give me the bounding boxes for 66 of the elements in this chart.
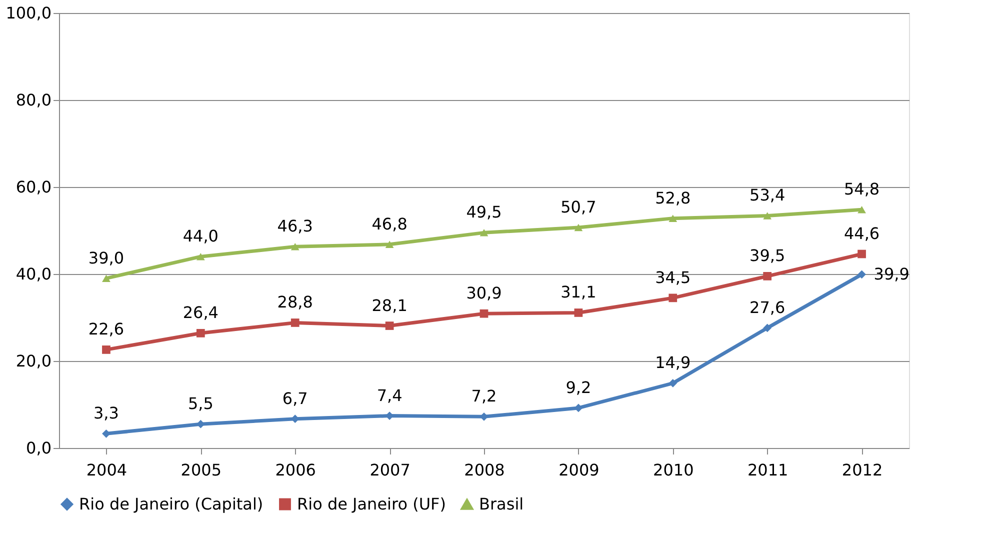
data-label: 30,9 (466, 284, 502, 303)
x-tick-label: 2004 (86, 460, 128, 480)
legend-label: Rio de Janeiro (Capital) (79, 494, 264, 514)
point (290, 242, 300, 250)
point (574, 224, 583, 232)
y-tick-label: 100,0 (6, 4, 52, 22)
data-label: 46,8 (372, 214, 408, 234)
x-tick-label: 2007 (370, 460, 410, 480)
x-tick-label: 2006 (275, 460, 316, 480)
data-label: 27,6 (750, 298, 786, 317)
data-label: 28,1 (372, 296, 408, 315)
point (668, 294, 678, 302)
data-label: 53,4 (750, 186, 786, 205)
point (196, 252, 205, 260)
data-label: 6,7 (282, 388, 308, 408)
data-label: 28,8 (277, 292, 313, 312)
point (668, 214, 678, 222)
point (858, 250, 866, 258)
legend-label: Brasil (479, 494, 524, 514)
point (102, 346, 110, 354)
data-label: 9,2 (566, 378, 592, 397)
y-tick-label: 20,0 (16, 352, 52, 370)
point (385, 322, 394, 330)
x-tick-label: 2010 (653, 460, 694, 480)
data-label: 7,4 (376, 386, 402, 405)
data-label: 49,5 (466, 202, 502, 222)
y-tick-label: 60,0 (16, 178, 52, 196)
data-label: 14,9 (655, 353, 691, 372)
x-tick-label: 2011 (747, 460, 788, 480)
data-label: 7,2 (471, 386, 497, 406)
point (196, 328, 205, 338)
point (385, 240, 394, 248)
x-tick-label: 2008 (464, 460, 505, 480)
y-tick-label: 80,0 (16, 90, 52, 110)
y-tick-label: 40,0 (16, 264, 52, 284)
data-label: 39,0 (88, 248, 124, 268)
point (763, 212, 772, 220)
point (858, 206, 866, 214)
point (858, 270, 866, 279)
data-label: 39,9 (874, 264, 910, 284)
data-label: 46,3 (277, 216, 313, 236)
point (480, 229, 488, 236)
data-label: 34,5 (655, 268, 691, 287)
point (574, 308, 583, 317)
x-tick-label: 2005 (180, 460, 222, 480)
data-label: 50,7 (560, 197, 596, 216)
point (763, 324, 772, 332)
legend-label: Rio de Janeiro (UF) (297, 494, 446, 514)
point (480, 309, 488, 318)
data-label: 5,5 (188, 394, 214, 414)
data-label: 22,6 (88, 320, 124, 339)
data-label: 44,0 (182, 226, 218, 246)
data-label: 39,5 (750, 246, 786, 266)
point (668, 379, 678, 388)
data-label: 44,6 (844, 224, 880, 243)
y-tick-label: 0,0 (26, 438, 52, 458)
point (290, 318, 300, 327)
x-tick-label: 2009 (558, 460, 600, 480)
point (763, 272, 772, 280)
data-label: 3,3 (93, 404, 119, 423)
x-tick-label: 2012 (842, 460, 883, 480)
data-label: 31,1 (560, 282, 596, 302)
data-label: 54,8 (844, 180, 880, 199)
data-label: 52,8 (655, 188, 691, 208)
point (102, 274, 110, 282)
data-label: 26,4 (182, 303, 218, 322)
